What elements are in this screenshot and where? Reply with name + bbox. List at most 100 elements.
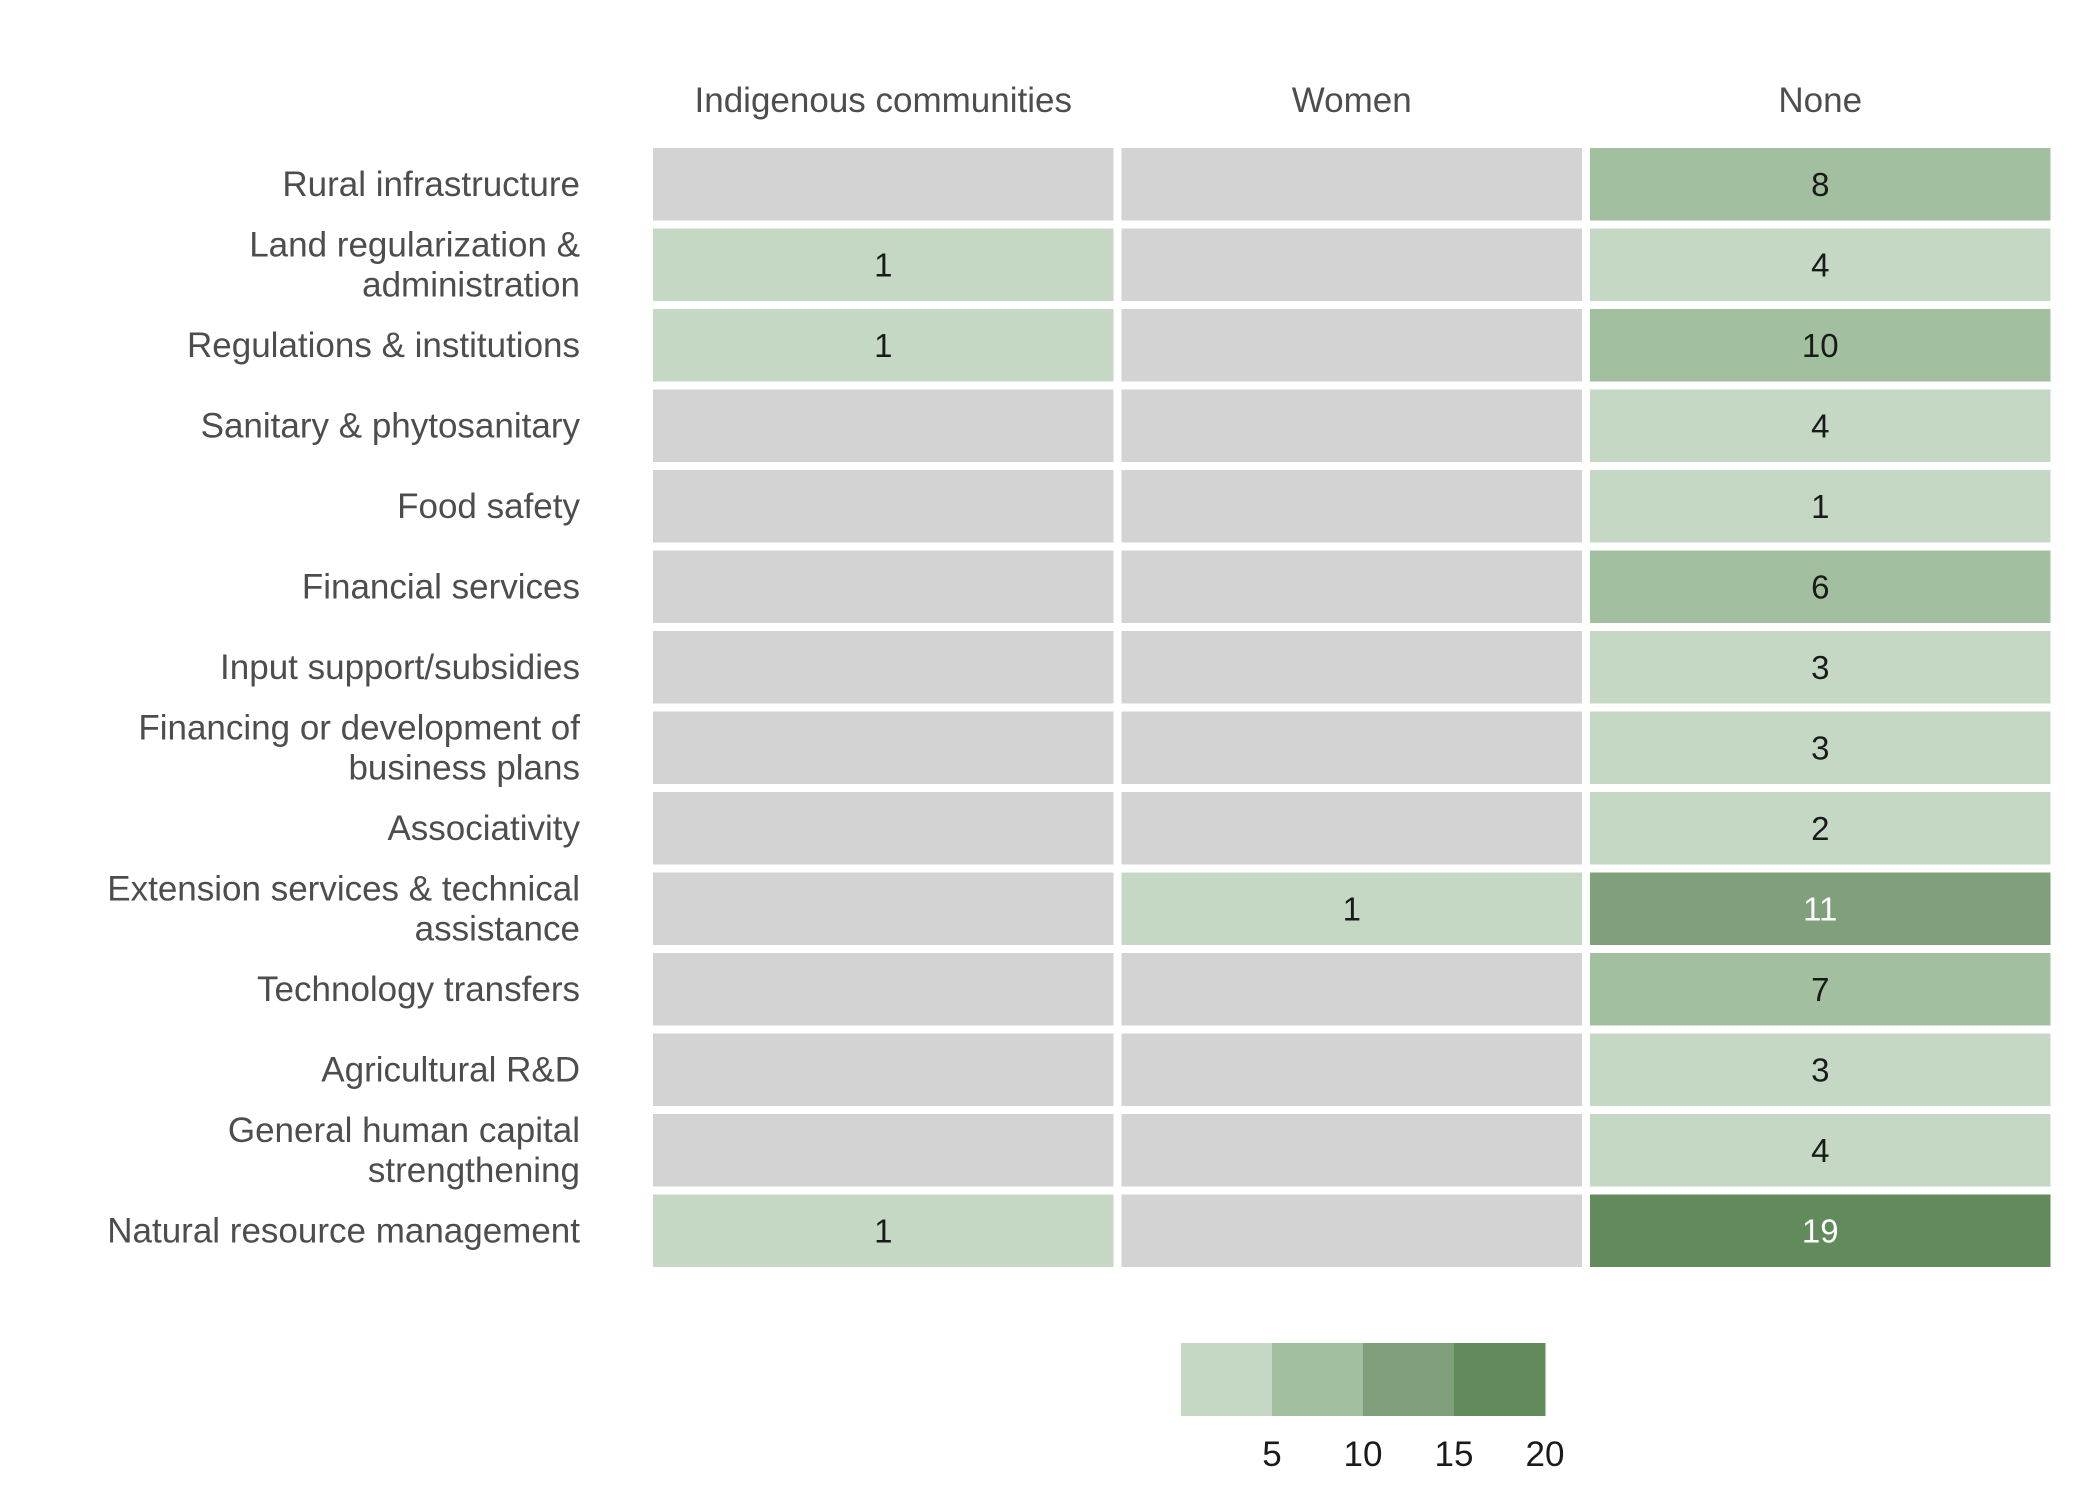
heatmap-cell-empty <box>1121 1033 1582 1106</box>
row-label: Technology transfers <box>257 970 580 1009</box>
heatmap-cell <box>1590 631 2051 704</box>
row-label: Agricultural R&D <box>321 1050 580 1089</box>
heatmap-cell-empty <box>1121 148 1582 221</box>
heatmap-cell-empty <box>1121 470 1582 543</box>
legend-tick-label: 15 <box>1435 1435 1474 1474</box>
cell-value-label: 11 <box>1803 890 1837 927</box>
cell-value-label: 2 <box>1811 810 1829 847</box>
legend-color-bin <box>1181 1343 1273 1416</box>
row-label-line: Natural resource management <box>107 1211 580 1250</box>
heatmap-cell-empty <box>653 389 1114 462</box>
cell-value-label: 4 <box>1811 246 1829 283</box>
heatmap-cell-empty <box>653 550 1114 623</box>
cell-value-label: 3 <box>1811 729 1829 766</box>
heatmap-cell-empty <box>653 792 1114 865</box>
cell-value-label: 1 <box>1811 488 1829 525</box>
heatmap-cell <box>1121 872 1582 945</box>
column-label: Indigenous communities <box>695 81 1072 120</box>
heatmap-cell-empty <box>653 148 1114 221</box>
row-label: Associativity <box>387 809 580 848</box>
cell-value-label: 3 <box>1811 1051 1829 1088</box>
cell-value-label: 1 <box>874 246 892 283</box>
row-label: Financial services <box>302 567 580 606</box>
heatmap-cell-empty <box>653 953 1114 1026</box>
row-label-line: Land regularization & <box>249 225 580 264</box>
cell-value-label: 6 <box>1811 568 1829 605</box>
legend-tick-label: 5 <box>1262 1435 1281 1474</box>
heatmap-cell <box>1590 470 2051 543</box>
heatmap-cell <box>1590 1033 2051 1106</box>
heatmap-cell-empty <box>1121 309 1582 382</box>
heatmap-cell <box>1590 872 2051 945</box>
heatmap-cell-empty <box>653 631 1114 704</box>
heatmap-cell <box>1590 550 2051 623</box>
heatmap-cell-empty <box>653 711 1114 784</box>
row-label: Extension services & technical assistance <box>107 869 580 948</box>
heatmap-cell <box>1590 389 2051 462</box>
row-label: Natural resource management <box>107 1211 580 1250</box>
row-label-line: Food safety <box>397 487 580 526</box>
heatmap-cell-empty <box>1121 953 1582 1026</box>
cell-value-label: 1 <box>1343 890 1361 927</box>
row-label-line: General human capital <box>228 1111 580 1150</box>
row-label-line: Technology transfers <box>257 970 580 1009</box>
cell-value-label: 4 <box>1811 1132 1829 1169</box>
row-labels: Rural infrastructure Land regularization … <box>107 165 580 1251</box>
row-label-line: assistance <box>415 909 580 948</box>
row-label: Sanitary & phytosanitary <box>201 406 581 445</box>
cell-value-label: 7 <box>1811 971 1829 1008</box>
heatmap-cell <box>653 309 1114 382</box>
row-label-line: Financing or development of <box>138 708 580 747</box>
heatmap-cell <box>1590 953 2051 1026</box>
heatmap-cell-empty <box>653 872 1114 945</box>
column-labels: Indigenous communities Women None <box>695 81 1863 120</box>
legend-color-bin <box>1363 1343 1455 1416</box>
heatmap-cell-empty <box>1121 631 1582 704</box>
heatmap-cell-empty <box>653 1033 1114 1106</box>
heatmap-cell-empty <box>1121 792 1582 865</box>
row-label: Regulations & institutions <box>187 326 580 365</box>
heatmap-cell <box>1590 228 2051 301</box>
cell-value-label: 1 <box>874 327 892 364</box>
legend-tick-label: 10 <box>1344 1435 1383 1474</box>
heatmap-cell-empty <box>1121 550 1582 623</box>
heatmap-cell-empty <box>1121 711 1582 784</box>
heatmap-cell <box>1590 309 2051 382</box>
row-label: Input support/subsidies <box>220 648 580 687</box>
column-label: None <box>1778 81 1862 120</box>
row-label-line: Associativity <box>387 809 580 848</box>
heatmap-cell <box>1590 1114 2051 1187</box>
heatmap-cell-empty <box>653 1114 1114 1187</box>
cell-value-label: 19 <box>1802 1212 1839 1249</box>
heatmap-cell <box>1590 148 2051 221</box>
row-label-line: Input support/subsidies <box>220 648 580 687</box>
row-label: Food safety <box>397 487 580 526</box>
cell-value-label: 10 <box>1802 327 1839 364</box>
heatmap-cell <box>653 228 1114 301</box>
cell-value-label: 4 <box>1811 407 1829 444</box>
heatmap-cell-empty <box>1121 1114 1582 1187</box>
heatmap-cell <box>653 1194 1114 1267</box>
cell-value-label: 1 <box>874 1212 892 1249</box>
heatmap-cell-empty <box>1121 228 1582 301</box>
cell-value-label: 3 <box>1811 649 1829 686</box>
row-label-line: administration <box>362 265 580 304</box>
heatmap-cell-empty <box>1121 389 1582 462</box>
row-label: Financing or development of business plan… <box>138 708 580 787</box>
heatmap-cell <box>1590 792 2051 865</box>
row-label-line: Agricultural R&D <box>321 1050 580 1089</box>
row-label: Land regularization & administration <box>249 225 580 304</box>
heatmap-cell <box>1590 711 2051 784</box>
heatmap-cell-empty <box>653 470 1114 543</box>
row-label-line: Regulations & institutions <box>187 326 580 365</box>
row-label: Rural infrastructure <box>282 165 580 204</box>
row-label-line: Sanitary & phytosanitary <box>201 406 581 445</box>
row-label-line: business plans <box>348 748 580 787</box>
cell-value-label: 8 <box>1811 166 1829 203</box>
column-label: Women <box>1292 81 1412 120</box>
row-label-line: strengthening <box>368 1151 580 1190</box>
row-label-line: Extension services & technical <box>107 869 580 908</box>
legend-tick-label: 20 <box>1526 1435 1565 1474</box>
